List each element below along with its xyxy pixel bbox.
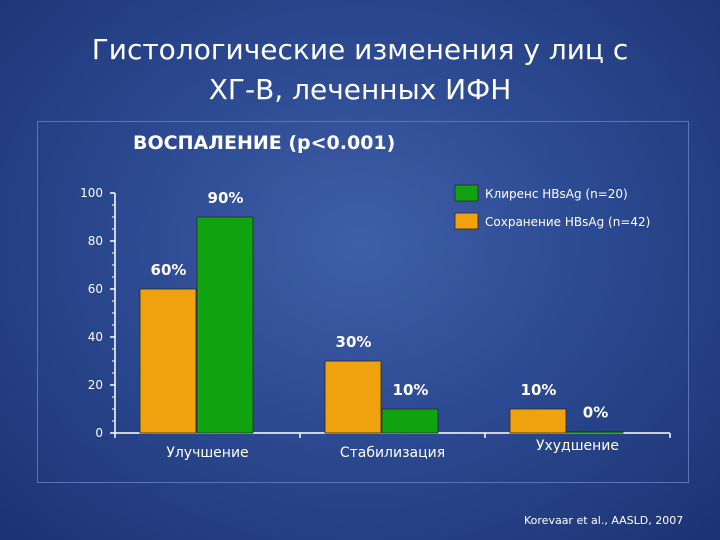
bar (381, 408, 439, 434)
slide-title-line-1: Гистологические изменения у лиц с (91, 33, 629, 66)
citation: Korevaar et al., AASLD, 2007 (524, 514, 684, 527)
chart-title: ВОСПАЛЕНИЕ (p<0.001) (133, 132, 396, 154)
chart-labels: Улучшение 60% 90% Стабилизация 30% 10% Ухудшен… (151, 189, 619, 461)
y-tick-label: 80 (88, 234, 103, 248)
x-category-label: Ухудшение (536, 438, 619, 454)
bar (509, 408, 567, 434)
chart-legend: Клиренс HBsAg (n=20) Сохранение HBsAg (n=… (454, 184, 650, 230)
slide-title-line-2: ХГ-В, леченных ИФН (208, 73, 512, 106)
y-tick-label: 0 (95, 426, 103, 440)
legend-label: Клиренс HBsAg (n=20) (485, 187, 628, 201)
chart-bars (139, 216, 624, 434)
data-label: 10% (393, 381, 429, 399)
legend-swatch (454, 184, 479, 202)
legend-label: Сохранение HBsAg (n=42) (485, 215, 650, 229)
x-category-label: Стабилизация (340, 445, 445, 461)
bar (324, 360, 382, 434)
bar (196, 216, 254, 434)
y-tick-label: 60 (88, 282, 103, 296)
bar (566, 431, 624, 434)
y-tick-label: 40 (88, 330, 103, 344)
data-label: 60% (151, 261, 187, 279)
chart-panel (37, 121, 689, 483)
data-label: 10% (521, 381, 557, 399)
y-tick-label: 20 (88, 378, 103, 392)
data-label: 0% (583, 404, 608, 422)
legend-swatch (454, 212, 479, 230)
slide-title: Гистологические изменения у лиц с ХГ-В, … (40, 30, 680, 110)
data-label: 30% (336, 333, 372, 351)
bar (139, 288, 197, 434)
data-label: 90% (208, 189, 244, 207)
x-category-label: Улучшение (166, 445, 248, 461)
y-tick-label: 100 (80, 186, 103, 200)
